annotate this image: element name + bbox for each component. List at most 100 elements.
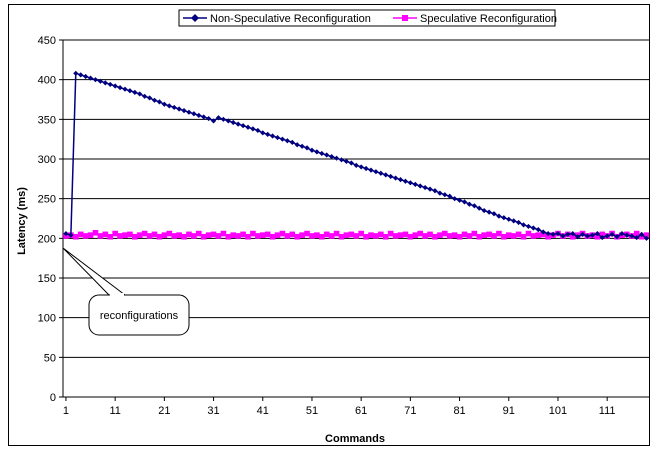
data-point <box>496 230 502 237</box>
data-point <box>92 77 99 83</box>
data-point <box>333 230 340 237</box>
data-point <box>240 123 246 129</box>
data-point <box>481 207 487 214</box>
data-point <box>146 233 153 239</box>
data-point <box>146 95 153 101</box>
data-point <box>294 233 301 240</box>
data-point <box>510 233 517 239</box>
data-point <box>373 169 379 175</box>
x-tick-label: 31 <box>207 405 219 417</box>
y-tick-label: 450 <box>38 35 56 47</box>
data-point <box>388 173 394 180</box>
data-point <box>176 106 182 112</box>
data-point <box>107 233 114 240</box>
data-point <box>619 230 625 237</box>
data-point <box>540 229 546 235</box>
data-point <box>117 233 123 239</box>
data-point <box>206 115 212 122</box>
data-point <box>230 232 237 238</box>
legend-marker-speculative <box>402 15 408 21</box>
y-tick-label: 300 <box>38 154 56 166</box>
data-point <box>82 233 89 239</box>
data-point <box>181 108 187 114</box>
data-point <box>186 109 192 115</box>
data-point <box>73 70 79 76</box>
data-point <box>437 190 443 196</box>
data-point <box>166 103 172 109</box>
data-point <box>117 85 123 91</box>
data-point <box>289 231 296 238</box>
data-point <box>412 232 419 238</box>
data-point <box>220 230 227 237</box>
data-point <box>329 154 335 160</box>
data-point <box>383 172 389 178</box>
data-point <box>141 230 148 237</box>
data-point <box>471 230 478 237</box>
data-point <box>565 231 571 237</box>
x-axis-title: Commands <box>325 433 385 445</box>
data-point <box>633 230 640 237</box>
data-point <box>255 127 261 134</box>
data-point <box>136 232 143 238</box>
data-point <box>235 233 241 239</box>
data-point <box>127 88 133 94</box>
x-tick-label: 71 <box>404 405 416 417</box>
data-point <box>161 232 168 238</box>
callout-text: reconfigurations <box>100 310 179 322</box>
data-point <box>343 158 350 164</box>
data-point <box>328 233 335 239</box>
data-point <box>240 231 246 238</box>
data-point <box>624 232 630 238</box>
data-point <box>156 233 163 240</box>
data-point <box>259 232 266 238</box>
data-point <box>643 232 650 238</box>
data-point <box>314 149 320 155</box>
data-point <box>87 232 94 238</box>
data-point <box>393 175 399 181</box>
data-point <box>589 232 596 238</box>
data-point <box>520 222 527 228</box>
data-point <box>112 230 118 237</box>
data-point <box>382 233 389 240</box>
data-point <box>191 233 197 239</box>
data-point <box>373 233 379 239</box>
data-point <box>338 157 345 163</box>
data-point <box>584 233 591 239</box>
data-point <box>392 233 399 239</box>
data-point <box>191 111 197 117</box>
data-point <box>122 86 128 92</box>
data-point <box>456 197 463 203</box>
x-tick-label: 91 <box>503 405 515 417</box>
data-point <box>501 215 507 221</box>
data-point <box>171 233 177 239</box>
data-point <box>501 233 507 240</box>
annotation-callout: reconfigurations <box>62 247 190 336</box>
x-tick-label: 101 <box>549 405 567 417</box>
data-point <box>378 170 384 176</box>
data-point <box>363 233 369 240</box>
data-point <box>176 232 182 238</box>
data-point <box>451 232 458 238</box>
callout-box <box>88 294 190 336</box>
y-tick-label: 0 <box>50 392 56 404</box>
data-point <box>505 232 512 238</box>
data-point <box>358 164 364 170</box>
data-point <box>181 233 187 240</box>
data-point <box>132 89 138 95</box>
data-point <box>511 218 517 224</box>
data-point <box>402 231 409 238</box>
data-point <box>151 231 158 238</box>
data-point <box>427 186 433 192</box>
legend: Non-Speculative Reconfiguration Speculat… <box>178 9 557 27</box>
data-point <box>205 232 212 238</box>
data-point <box>137 91 143 97</box>
data-point <box>279 230 286 237</box>
data-point <box>210 231 217 238</box>
data-point <box>78 72 84 78</box>
data-point <box>550 231 556 237</box>
data-point <box>466 201 473 207</box>
data-point <box>309 147 315 153</box>
data-point <box>279 136 286 142</box>
data-point <box>127 231 133 238</box>
y-tick-label: 100 <box>38 313 56 325</box>
